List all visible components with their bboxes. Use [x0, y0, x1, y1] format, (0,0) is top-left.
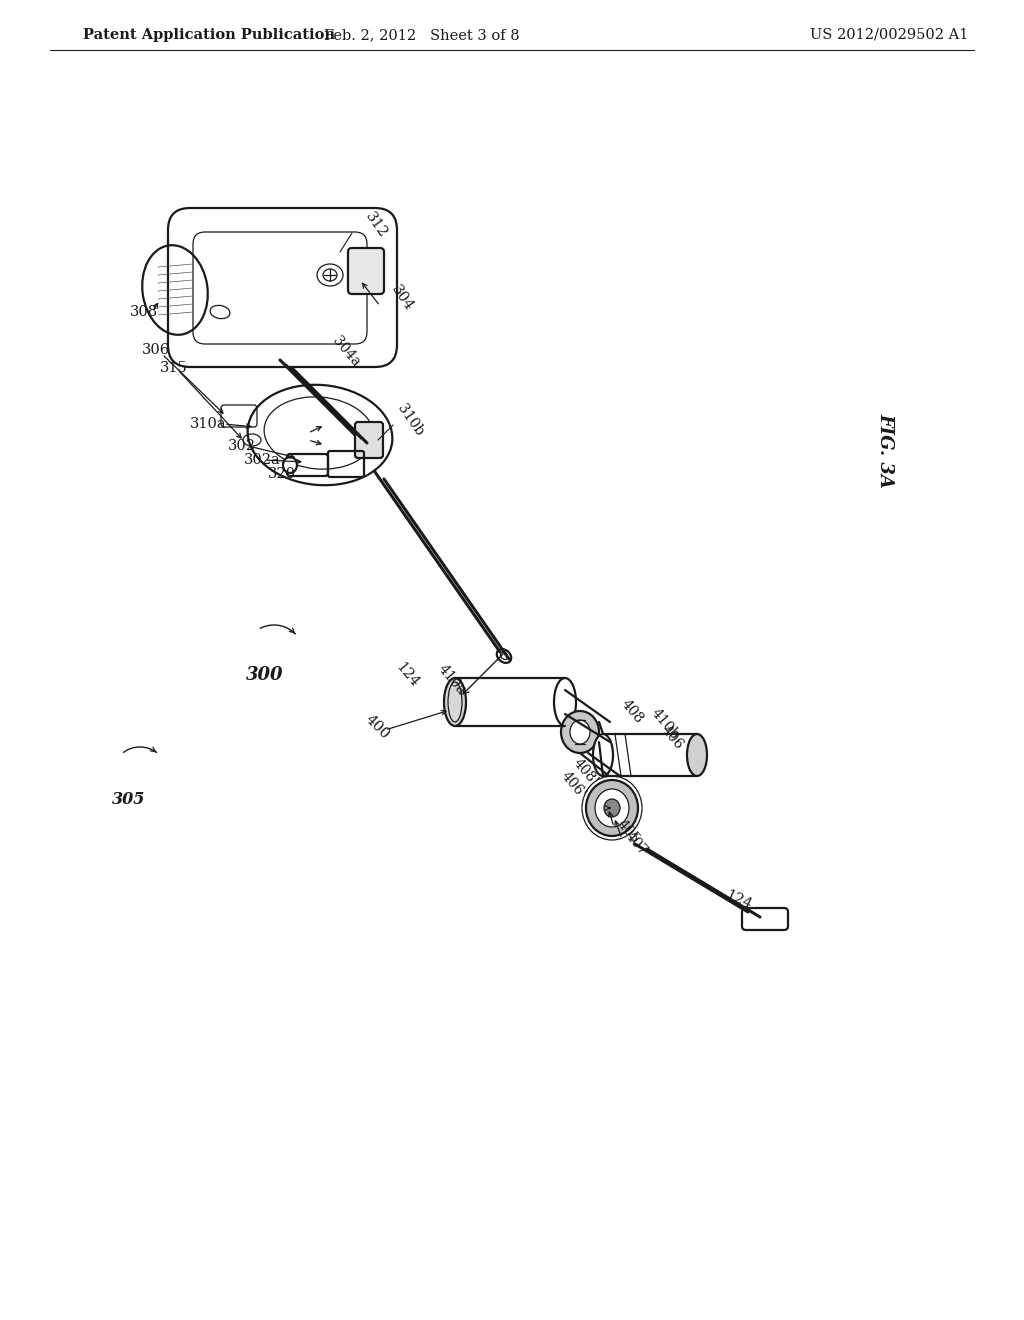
Ellipse shape	[586, 780, 638, 836]
Text: FIG. 3A: FIG. 3A	[876, 413, 894, 487]
Text: 408': 408'	[570, 756, 600, 788]
Text: 410a: 410a	[435, 663, 468, 698]
Text: 124: 124	[723, 888, 754, 912]
Text: 310b: 310b	[395, 401, 427, 438]
FancyBboxPatch shape	[355, 422, 383, 458]
FancyBboxPatch shape	[348, 248, 384, 294]
Ellipse shape	[593, 734, 613, 776]
Text: Feb. 2, 2012   Sheet 3 of 8: Feb. 2, 2012 Sheet 3 of 8	[325, 28, 520, 42]
Text: 302a: 302a	[244, 453, 281, 467]
Text: 405: 405	[614, 817, 642, 846]
Ellipse shape	[570, 719, 590, 744]
Ellipse shape	[444, 678, 466, 726]
Text: 312: 312	[362, 210, 389, 240]
Text: 300: 300	[246, 667, 284, 684]
Ellipse shape	[497, 649, 511, 663]
Text: US 2012/0029502 A1: US 2012/0029502 A1	[810, 28, 969, 42]
Text: 406: 406	[658, 723, 686, 752]
Text: 305: 305	[112, 792, 145, 808]
Text: 400: 400	[362, 713, 392, 742]
Ellipse shape	[604, 799, 620, 817]
Text: 124: 124	[393, 660, 422, 690]
Ellipse shape	[210, 305, 230, 318]
Text: 306: 306	[142, 343, 170, 356]
Text: 302: 302	[228, 440, 256, 453]
Text: 407: 407	[622, 829, 650, 858]
Text: 410b: 410b	[648, 706, 681, 742]
Text: 320: 320	[268, 467, 296, 480]
Text: Patent Application Publication: Patent Application Publication	[83, 28, 335, 42]
Text: 408: 408	[618, 697, 646, 726]
Ellipse shape	[554, 678, 575, 726]
Ellipse shape	[283, 457, 297, 473]
Text: 304: 304	[388, 282, 416, 313]
Text: 406': 406'	[558, 770, 588, 801]
Text: 315: 315	[160, 360, 187, 375]
Ellipse shape	[595, 789, 629, 828]
FancyBboxPatch shape	[742, 908, 788, 931]
Text: 304a: 304a	[330, 334, 364, 370]
Text: 308: 308	[130, 305, 158, 319]
Text: 310a: 310a	[190, 417, 226, 432]
Ellipse shape	[687, 734, 707, 776]
Ellipse shape	[561, 711, 599, 752]
